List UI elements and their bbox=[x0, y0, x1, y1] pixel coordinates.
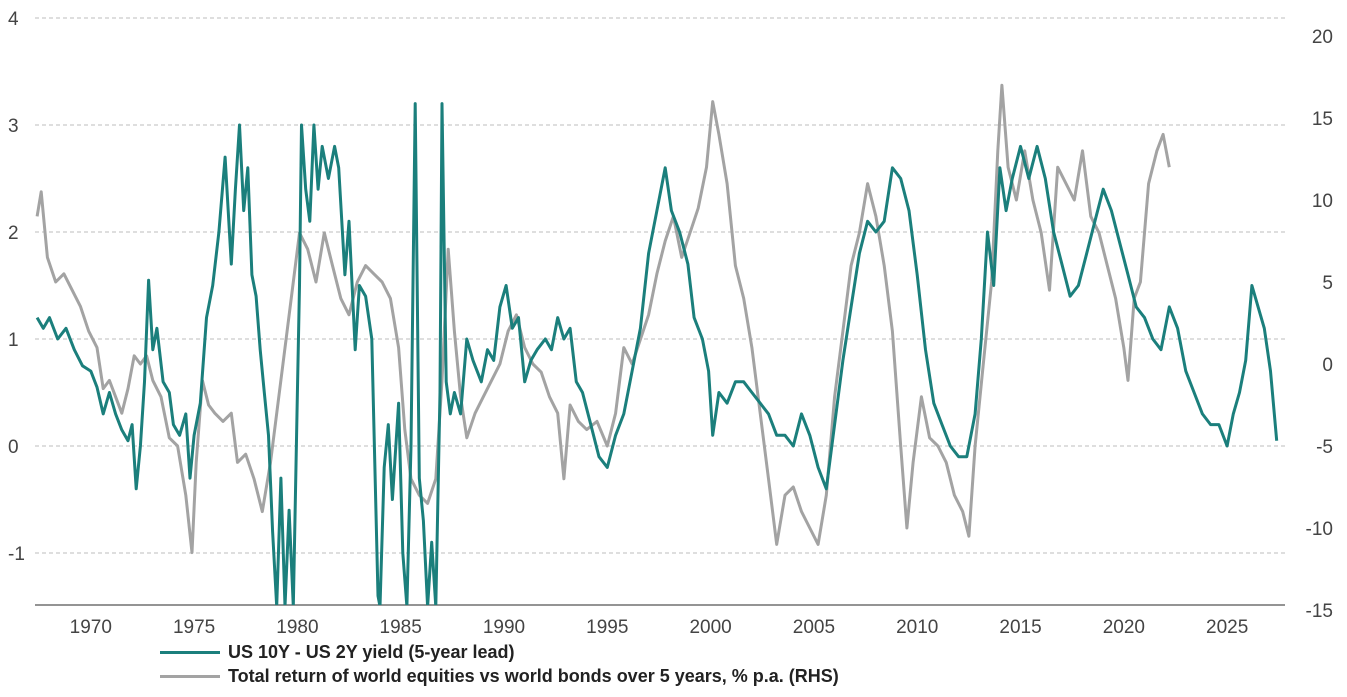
left-tick-label: 2 bbox=[8, 223, 19, 244]
series-line-equities-vs-bonds bbox=[35, 83, 1171, 555]
left-tick-label: -1 bbox=[8, 544, 25, 565]
x-tick-label: 1990 bbox=[483, 617, 525, 638]
x-tick-label: 1985 bbox=[380, 617, 422, 638]
right-tick-label: -10 bbox=[1306, 519, 1333, 540]
gridlines bbox=[35, 17, 1285, 554]
x-tick-label: 2010 bbox=[896, 617, 938, 638]
series-line-yield-curve bbox=[35, 102, 1279, 605]
right-tick-label: 10 bbox=[1312, 191, 1333, 212]
right-y-axis: 20 15 10 5 0 -5 -10 -15 bbox=[1306, 27, 1333, 622]
right-tick-label: -15 bbox=[1306, 601, 1333, 622]
right-tick-label: 5 bbox=[1322, 273, 1333, 294]
x-tick-label: 2005 bbox=[793, 617, 835, 638]
right-tick-label: -5 bbox=[1316, 437, 1333, 458]
x-tick-label: 1980 bbox=[276, 617, 318, 638]
right-tick-label: 15 bbox=[1312, 109, 1333, 130]
legend-swatch-gray bbox=[160, 674, 220, 678]
x-tick-label: 2025 bbox=[1206, 617, 1248, 638]
x-tick-label: 2015 bbox=[999, 617, 1041, 638]
legend-swatch-teal bbox=[160, 650, 220, 654]
x-tick-label: 2020 bbox=[1103, 617, 1145, 638]
x-tick-label: 1970 bbox=[70, 617, 112, 638]
right-tick-label: 20 bbox=[1312, 27, 1333, 48]
legend: US 10Y - US 2Y yield (5-year lead) Total… bbox=[160, 640, 839, 688]
legend-label-equities-vs-bonds: Total return of world equities vs world … bbox=[228, 665, 839, 686]
series-lines bbox=[35, 83, 1279, 605]
x-tick-label: 2000 bbox=[689, 617, 731, 638]
right-tick-label: 0 bbox=[1322, 355, 1333, 376]
x-axis: 1970 1975 1980 1985 1990 1995 2000 2005 2010 2015… bbox=[35, 604, 1285, 638]
x-tick-label: 1995 bbox=[586, 617, 628, 638]
left-tick-label: 0 bbox=[8, 437, 19, 458]
legend-item-equities-vs-bonds: Total return of world equities vs world … bbox=[160, 664, 839, 688]
left-tick-label: 1 bbox=[8, 330, 19, 351]
left-tick-label: 3 bbox=[8, 116, 19, 137]
legend-label-yield-curve: US 10Y - US 2Y yield (5-year lead) bbox=[228, 641, 515, 662]
left-tick-label: 4 bbox=[8, 9, 19, 30]
left-y-axis: 4 3 2 1 0 -1 bbox=[8, 9, 25, 565]
legend-item-yield-curve: US 10Y - US 2Y yield (5-year lead) bbox=[160, 640, 839, 664]
x-tick-label: 1975 bbox=[173, 617, 215, 638]
